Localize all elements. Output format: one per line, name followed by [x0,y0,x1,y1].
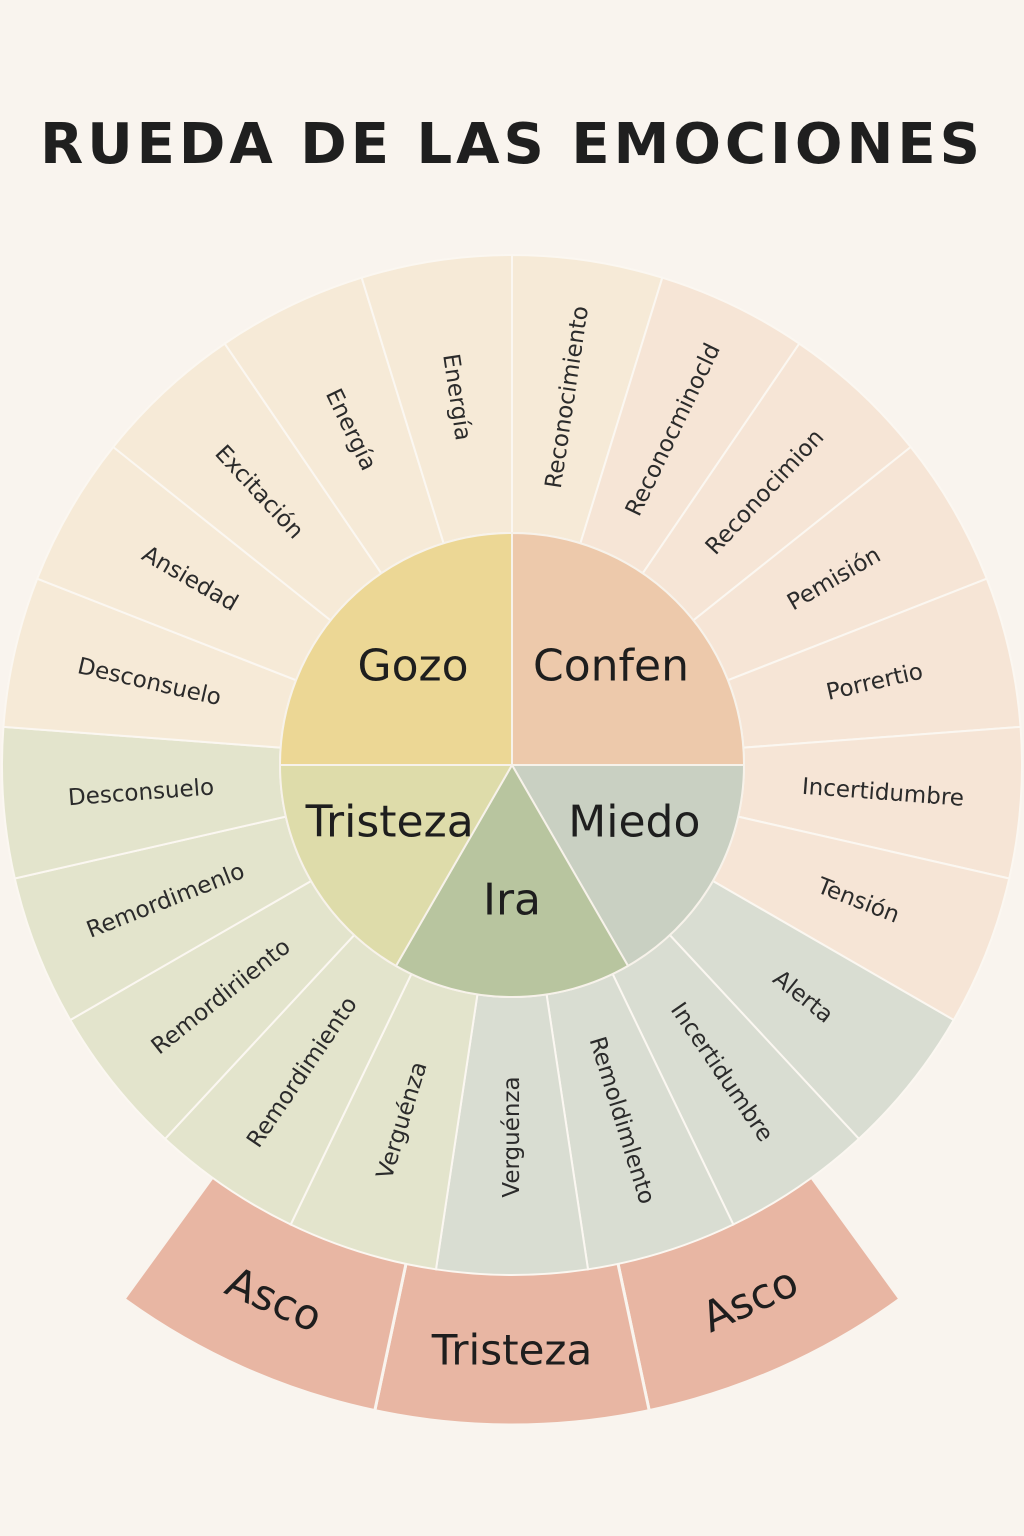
core-sector-gozo [278,531,513,766]
core-label-ira: Ira [483,875,541,926]
band-label-tristeza: Tristeza [431,1326,592,1375]
core-label-miedo: Miedo [568,797,700,848]
core-sector-miedo [510,764,746,968]
core-sector-tristeza [278,764,514,968]
core-label-gozo: Gozo [357,641,468,692]
page-title: RUEDA DE LAS EMOCIONES [40,112,984,177]
core-label-confen: Confen [533,641,689,692]
core-sector-confen [511,531,746,766]
outer-label-verguenza: Verguénza [499,1076,525,1197]
core-sector-ira [394,762,630,998]
core-label-tristeza: Tristeza [305,797,474,848]
outer-ring: Reconocimiento ReconocminocldReconocimion… [1,253,1023,1276]
